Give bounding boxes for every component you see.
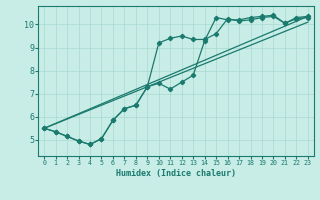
X-axis label: Humidex (Indice chaleur): Humidex (Indice chaleur) <box>116 169 236 178</box>
